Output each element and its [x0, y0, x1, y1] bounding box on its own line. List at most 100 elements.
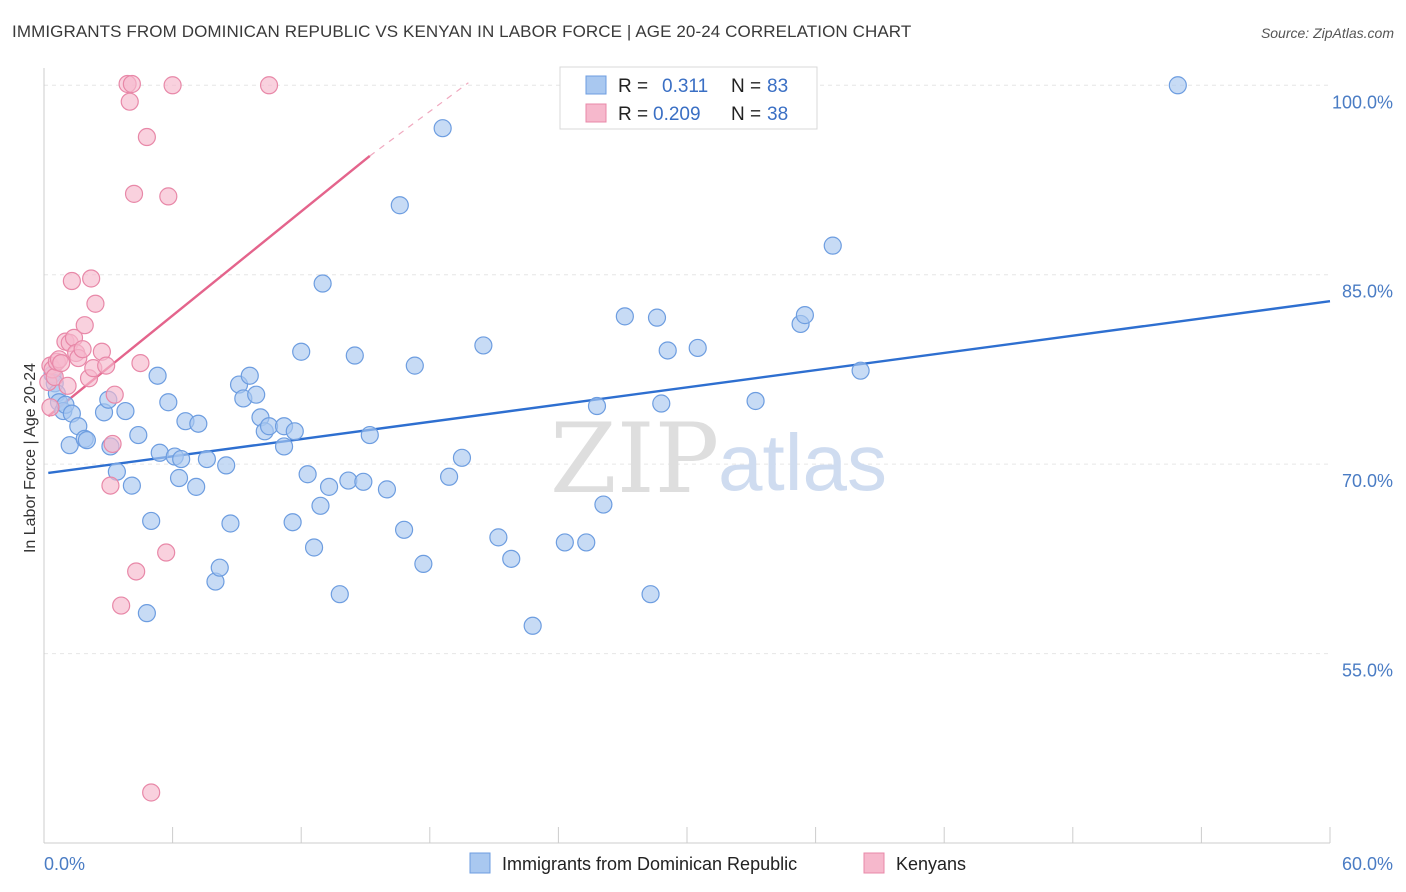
dominican-point-21: [150, 443, 169, 462]
kenyan-point-28: [120, 92, 139, 111]
dominican-point-67: [523, 616, 542, 635]
dominican-point-42: [274, 437, 294, 456]
series-legend: Immigrants from Dominican Republic Kenya…: [469, 852, 966, 874]
dominican-point-10: [77, 431, 96, 450]
axes: [43, 68, 1331, 844]
x-tick-label-min: 0.0%: [44, 854, 85, 874]
dominican-point-32: [217, 456, 236, 475]
dominican-point-76: [658, 341, 677, 360]
y-tick-label-85: 85.0%: [1342, 282, 1393, 302]
kenyan-trend-extension: [369, 82, 469, 157]
kenyan-point-32: [131, 353, 150, 373]
dominican-trend-line: [48, 300, 1331, 475]
dominican-point-56: [377, 480, 397, 499]
y-tick-label-70: 70.0%: [1342, 471, 1393, 491]
kenyan-point-9: [58, 376, 77, 395]
chart-title: IMMIGRANTS FROM DOMINICAN REPUBLIC VS KE…: [12, 22, 912, 41]
kenyan-point-22: [97, 356, 116, 375]
dominican-point-63: [452, 448, 472, 467]
kenyan-point-18: [82, 269, 101, 288]
watermark: ZIP atlas: [550, 403, 887, 515]
kenyan-point-16: [75, 316, 94, 335]
dominican-point-68: [555, 533, 574, 552]
dominican-point-37: [247, 385, 266, 404]
dominican-point-81: [823, 236, 842, 255]
series-legend-swatch-dominican: [469, 852, 491, 874]
dominican-point-60: [414, 554, 433, 573]
kenyan-point-24: [103, 434, 122, 454]
kenyan-point-7: [52, 353, 71, 373]
dominican-point-75: [652, 394, 671, 413]
dominican-point-69: [577, 533, 596, 552]
dominican-point-61: [433, 119, 452, 138]
dominican-point-83: [1168, 76, 1187, 95]
dominican-point-49: [313, 274, 332, 293]
dominican-point-58: [394, 520, 414, 539]
y-tick-label-100: 100.0%: [1332, 92, 1393, 112]
legend-swatch-kenyan: [585, 103, 607, 123]
series-legend-kenyan: Kenyans: [896, 854, 966, 874]
dominican-point-62: [439, 467, 459, 486]
kenyan-point-26: [112, 596, 131, 615]
dominican-point-20: [148, 366, 167, 385]
kenyan-point-33: [137, 127, 156, 147]
dominican-point-28: [189, 414, 208, 433]
dominican-point-52: [339, 471, 358, 490]
dominican-point-53: [345, 346, 364, 365]
kenyan-point-25: [105, 385, 124, 404]
dominican-point-74: [647, 308, 667, 327]
dominican-point-72: [615, 307, 634, 326]
dominican-point-66: [502, 549, 521, 568]
legend-r-value-2: 0.209: [653, 104, 701, 125]
dominican-point-16: [122, 476, 141, 495]
kenyan-point-11: [62, 271, 81, 291]
dominican-point-70: [587, 396, 607, 416]
grid-lines: [44, 84, 1330, 655]
kenyan-point-35: [157, 543, 176, 562]
x-tick-label-max: 60.0%: [1342, 854, 1393, 874]
dominican-point-22: [159, 393, 178, 412]
kenyan-point-15: [73, 340, 92, 359]
dominican-point-19: [142, 511, 161, 531]
dominican-point-54: [354, 472, 373, 491]
kenyan-point-30: [124, 184, 144, 203]
dominican-point-64: [474, 336, 493, 355]
dominican-point-82: [851, 361, 870, 380]
watermark-zip: ZIP: [550, 403, 719, 515]
y-tick-label-55: 55.0%: [1342, 661, 1393, 681]
dominican-point-65: [489, 528, 508, 547]
dominican-point-43: [283, 513, 302, 532]
dominican-point-73: [641, 585, 660, 604]
kenyan-point-36: [159, 187, 178, 206]
kenyan-point-29: [122, 74, 141, 94]
source-credit: Source: ZipAtlas.com: [1260, 25, 1394, 41]
dominican-point-18: [137, 604, 156, 623]
dominican-point-36: [240, 366, 259, 385]
legend-n-label-2: N =: [731, 104, 761, 125]
data-points: [39, 74, 1187, 802]
kenyan-point-31: [127, 562, 146, 581]
dominican-point-17: [129, 425, 148, 445]
dominican-point-31: [210, 558, 229, 577]
series-legend-dominican: Immigrants from Dominican Republic: [502, 854, 797, 874]
dominican-point-51: [330, 585, 349, 604]
dominican-point-57: [390, 196, 409, 215]
dominican-point-45: [292, 342, 311, 361]
dominican-point-27: [187, 477, 206, 496]
kenyan-point-34: [142, 783, 161, 802]
legend-r-value-1: 0.311: [662, 76, 708, 97]
dominican-point-71: [594, 495, 613, 514]
legend-r-label-2: R =: [618, 104, 648, 125]
y-tick-labels: 55.0% 70.0% 85.0% 100.0%: [1332, 92, 1393, 680]
y-axis-label: In Labor Force | Age 20-24: [22, 363, 39, 553]
dominican-point-50: [319, 477, 339, 496]
dominican-point-47: [304, 538, 324, 557]
kenyan-point-23: [101, 476, 120, 495]
dominican-point-25: [172, 449, 191, 469]
legend-n-value-2: 38: [767, 104, 788, 125]
dominican-point-15: [116, 401, 135, 421]
legend-swatch-dominican: [585, 75, 607, 95]
dominican-point-24: [169, 468, 189, 488]
dominican-point-48: [311, 496, 330, 515]
kenyan-point-2: [41, 398, 60, 417]
